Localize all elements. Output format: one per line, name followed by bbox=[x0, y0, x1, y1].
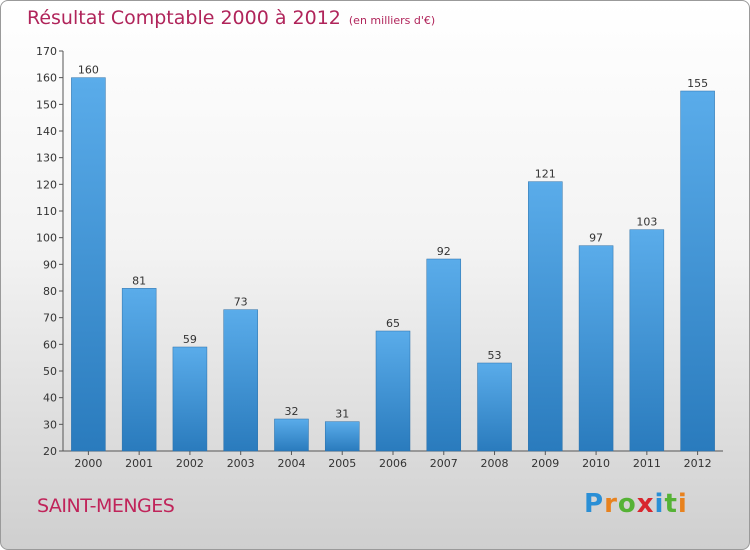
y-tick-label: 160 bbox=[36, 72, 57, 85]
x-tick-label: 2012 bbox=[684, 457, 712, 470]
x-tick-label: 2004 bbox=[277, 457, 305, 470]
bar-2001 bbox=[121, 288, 157, 452]
x-tick-label: 2001 bbox=[125, 457, 153, 470]
logo-letter: x bbox=[636, 489, 655, 519]
data-label: 53 bbox=[488, 349, 502, 362]
data-label: 81 bbox=[132, 274, 146, 287]
x-tick-label: 2000 bbox=[74, 457, 102, 470]
x-tick-label: 2005 bbox=[328, 457, 356, 470]
y-tick-label: 120 bbox=[36, 178, 57, 191]
data-label: 160 bbox=[78, 64, 99, 77]
y-tick-label: 40 bbox=[43, 392, 57, 405]
bar-2010 bbox=[578, 245, 614, 452]
x-tick-label: 2002 bbox=[176, 457, 204, 470]
y-tick-label: 60 bbox=[43, 338, 57, 351]
x-tick-label: 2011 bbox=[633, 457, 661, 470]
x-tick-label: 2007 bbox=[430, 457, 458, 470]
data-label: 103 bbox=[636, 216, 657, 229]
y-tick-label: 70 bbox=[43, 312, 57, 325]
x-tick-label: 2008 bbox=[481, 457, 509, 470]
logo-letter: i bbox=[677, 489, 688, 519]
y-tick-label: 100 bbox=[36, 232, 57, 245]
x-tick-label: 2009 bbox=[531, 457, 559, 470]
bar-2012 bbox=[680, 90, 715, 452]
x-tick-label: 2003 bbox=[227, 457, 255, 470]
y-tick-label: 90 bbox=[43, 258, 57, 271]
bar-2002 bbox=[172, 346, 208, 452]
logo-letter: t bbox=[664, 489, 678, 519]
data-label: 73 bbox=[234, 296, 248, 309]
bar-2003 bbox=[223, 309, 258, 452]
data-label: 97 bbox=[589, 232, 603, 245]
x-tick-label: 2010 bbox=[582, 457, 610, 470]
bar-2008 bbox=[477, 362, 512, 452]
data-label: 155 bbox=[687, 77, 708, 90]
logo-letter: i bbox=[654, 489, 665, 519]
bar-2007 bbox=[426, 258, 462, 452]
logo-letter: o bbox=[617, 489, 637, 519]
data-label: 32 bbox=[284, 405, 298, 418]
chart-subtitle: (en milliers d'€) bbox=[348, 14, 436, 27]
data-label: 65 bbox=[386, 317, 400, 330]
bar-2000 bbox=[71, 77, 106, 452]
y-tick-label: 80 bbox=[43, 285, 57, 298]
y-tick-label: 140 bbox=[36, 125, 57, 138]
x-tick-label: 2006 bbox=[379, 457, 407, 470]
data-label: 59 bbox=[183, 333, 197, 346]
y-tick-label: 110 bbox=[36, 205, 57, 218]
data-label: 92 bbox=[437, 245, 451, 258]
logo-letter: P bbox=[584, 489, 605, 519]
bars: 160 81 59 73 32 31 65 92 53 121 97 103 155 bbox=[71, 64, 715, 452]
y-tick-label: 30 bbox=[43, 418, 57, 431]
y-tick-label: 150 bbox=[36, 98, 57, 111]
chart-title-text: Résultat Comptable 2000 à 2012 bbox=[27, 7, 341, 29]
bar-2005 bbox=[324, 421, 360, 452]
bar-2011 bbox=[629, 229, 665, 452]
data-label: 31 bbox=[335, 408, 349, 421]
bar-2004 bbox=[274, 418, 309, 452]
bar-2009 bbox=[528, 181, 563, 452]
data-label: 121 bbox=[535, 168, 556, 181]
y-tick-label: 170 bbox=[36, 45, 57, 58]
chart-title: Résultat Comptable 2000 à 2012 (en millie… bbox=[27, 7, 435, 29]
bar-2006 bbox=[375, 330, 411, 452]
y-tick-label: 20 bbox=[43, 445, 57, 458]
y-tick-label: 50 bbox=[43, 365, 57, 378]
proxiti-logo: Proxiti bbox=[584, 489, 688, 519]
logo-letter: r bbox=[604, 489, 618, 519]
y-tick-label: 130 bbox=[36, 152, 57, 165]
place-name: SAINT-MENGES bbox=[37, 495, 175, 517]
